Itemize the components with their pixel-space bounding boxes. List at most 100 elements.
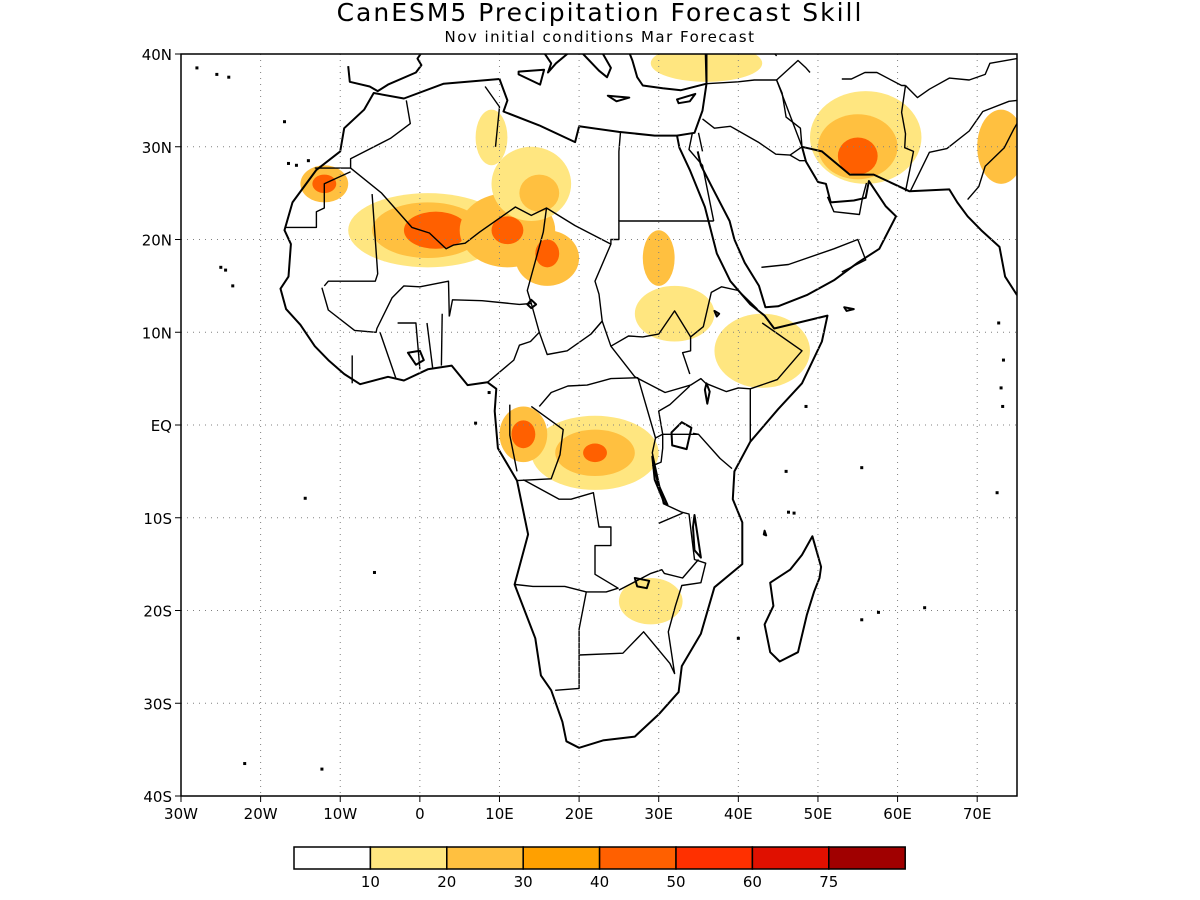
island <box>876 610 880 614</box>
colorbar-label: 30 <box>514 873 533 891</box>
coastline <box>692 514 702 559</box>
island <box>487 391 491 395</box>
country-border <box>590 320 751 442</box>
country-border <box>662 433 733 470</box>
island <box>1001 404 1005 408</box>
colorbar-label: 75 <box>819 873 838 891</box>
country-border <box>826 182 868 216</box>
country-border <box>909 99 1017 192</box>
coastline <box>801 145 1017 296</box>
country-border <box>697 132 704 152</box>
coastline <box>347 54 569 93</box>
island <box>283 120 287 124</box>
country-border <box>426 322 434 368</box>
colorbar-label: 60 <box>743 873 762 891</box>
island <box>231 284 235 288</box>
skill-region <box>634 285 715 342</box>
country-border <box>750 322 803 390</box>
y-tick-label: 20N <box>142 232 172 250</box>
island <box>227 75 231 79</box>
country-border <box>775 79 803 148</box>
gridlines <box>181 54 1017 796</box>
x-tick-label: 40E <box>724 805 753 823</box>
island <box>736 636 740 640</box>
country-border <box>681 336 692 375</box>
country-border <box>440 313 443 366</box>
skill-region <box>714 313 810 388</box>
colorbar-box <box>369 846 448 870</box>
coastline <box>713 309 721 318</box>
country-border <box>658 385 691 435</box>
country-border <box>776 59 811 81</box>
island <box>195 66 199 70</box>
country-border <box>515 583 587 593</box>
country-border <box>484 86 501 147</box>
colorbar-box <box>522 846 601 870</box>
coastline <box>696 146 897 309</box>
country-border <box>967 123 1017 201</box>
skill-region <box>618 578 683 625</box>
coastline <box>526 298 538 310</box>
country-border <box>841 71 906 87</box>
latitude-axis: 40N 30N 20N 10N EQ 10S 20S 30S 40S <box>142 46 181 806</box>
x-tick-label: 10W <box>323 805 357 823</box>
coastline <box>1055 334 1071 370</box>
coastline <box>279 78 829 749</box>
country-border <box>789 154 806 162</box>
coastline <box>582 54 708 92</box>
country-border <box>652 433 664 467</box>
colorbar-label: 10 <box>361 873 380 891</box>
map-title: CanESM5 Precipitation Forecast Skill <box>336 0 864 27</box>
coastline <box>633 577 651 590</box>
coastline <box>676 92 697 105</box>
island <box>294 163 298 167</box>
island <box>786 510 790 514</box>
longitude-axis: 30W 20W 10W 0 10E 20E 30E 40E 50E 60E 70E <box>164 796 991 823</box>
island <box>923 606 927 610</box>
island <box>219 265 223 269</box>
coastline <box>406 349 425 366</box>
y-tick-label: 30S <box>143 695 172 713</box>
y-tick-label: 10S <box>143 510 172 528</box>
island <box>804 404 808 408</box>
colorbar-box <box>293 846 372 870</box>
y-tick-label: 30N <box>142 139 172 157</box>
x-tick-label: 0 <box>415 805 425 823</box>
y-tick-label: EQ <box>151 417 172 435</box>
skill-region <box>519 174 560 212</box>
country-border <box>688 133 715 222</box>
country-border <box>555 655 580 691</box>
island <box>784 469 788 473</box>
coastline <box>762 529 768 537</box>
country-border <box>509 404 518 472</box>
island <box>997 321 1001 325</box>
y-tick-label: 10N <box>142 324 172 342</box>
country-border <box>379 332 397 379</box>
colorbar: 10 20 30 40 50 60 75 <box>293 846 906 891</box>
skill-region <box>403 211 468 249</box>
island <box>320 767 324 771</box>
x-tick-label: 50E <box>804 805 833 823</box>
country-border <box>349 100 411 169</box>
colorbar-box <box>751 846 830 870</box>
x-tick-label: 20W <box>244 805 278 823</box>
coastline <box>670 421 693 451</box>
coastline <box>517 68 546 86</box>
skill-shading-layer <box>300 54 1017 625</box>
colorbar-label: 50 <box>666 873 685 891</box>
country-border <box>692 432 699 435</box>
island <box>224 268 228 272</box>
island <box>286 161 290 165</box>
x-tick-label: 70E <box>963 805 992 823</box>
coastline <box>703 382 711 405</box>
country-border <box>397 322 421 370</box>
colorbar-box <box>675 846 754 870</box>
country-border <box>761 238 867 273</box>
country-border <box>702 118 803 156</box>
skill-region <box>491 216 524 245</box>
country-border <box>321 280 450 333</box>
island <box>1001 358 1005 362</box>
country-border <box>706 79 803 147</box>
country-border <box>284 171 351 229</box>
